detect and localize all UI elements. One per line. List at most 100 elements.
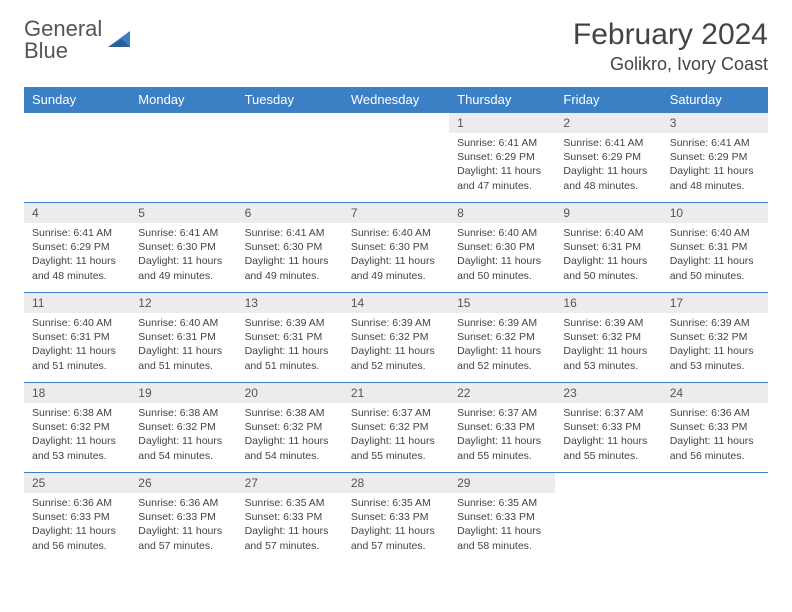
- day-number: 5: [130, 203, 236, 223]
- day-number: 1: [449, 113, 555, 133]
- calendar-cell: [130, 113, 236, 203]
- day-content: Sunrise: 6:35 AMSunset: 6:33 PMDaylight:…: [343, 493, 449, 559]
- day-number: 13: [237, 293, 343, 313]
- day-content: Sunrise: 6:37 AMSunset: 6:33 PMDaylight:…: [449, 403, 555, 469]
- day-content: Sunrise: 6:40 AMSunset: 6:31 PMDaylight:…: [555, 223, 661, 289]
- day-number: 28: [343, 473, 449, 493]
- calendar-cell: 17Sunrise: 6:39 AMSunset: 6:32 PMDayligh…: [662, 293, 768, 383]
- calendar-cell: 16Sunrise: 6:39 AMSunset: 6:32 PMDayligh…: [555, 293, 661, 383]
- day-number: 4: [24, 203, 130, 223]
- day-number: 11: [24, 293, 130, 313]
- calendar-cell: 15Sunrise: 6:39 AMSunset: 6:32 PMDayligh…: [449, 293, 555, 383]
- calendar-row: 18Sunrise: 6:38 AMSunset: 6:32 PMDayligh…: [24, 383, 768, 473]
- calendar-cell: 20Sunrise: 6:38 AMSunset: 6:32 PMDayligh…: [237, 383, 343, 473]
- logo-line2: Blue: [24, 40, 102, 62]
- calendar-cell: [555, 473, 661, 563]
- day-content: Sunrise: 6:38 AMSunset: 6:32 PMDaylight:…: [237, 403, 343, 469]
- calendar-cell: 9Sunrise: 6:40 AMSunset: 6:31 PMDaylight…: [555, 203, 661, 293]
- calendar-cell: 14Sunrise: 6:39 AMSunset: 6:32 PMDayligh…: [343, 293, 449, 383]
- day-header: Thursday: [449, 87, 555, 113]
- day-number: 24: [662, 383, 768, 403]
- calendar-row: 1Sunrise: 6:41 AMSunset: 6:29 PMDaylight…: [24, 113, 768, 203]
- day-number: 21: [343, 383, 449, 403]
- calendar-row: 4Sunrise: 6:41 AMSunset: 6:29 PMDaylight…: [24, 203, 768, 293]
- calendar-head: SundayMondayTuesdayWednesdayThursdayFrid…: [24, 87, 768, 113]
- day-content: Sunrise: 6:36 AMSunset: 6:33 PMDaylight:…: [130, 493, 236, 559]
- page-header: General Blue February 2024 Golikro, Ivor…: [24, 18, 768, 75]
- calendar-cell: 11Sunrise: 6:40 AMSunset: 6:31 PMDayligh…: [24, 293, 130, 383]
- header-right: February 2024 Golikro, Ivory Coast: [573, 18, 768, 75]
- day-content: Sunrise: 6:39 AMSunset: 6:32 PMDaylight:…: [662, 313, 768, 379]
- day-content: Sunrise: 6:40 AMSunset: 6:31 PMDaylight:…: [662, 223, 768, 289]
- day-number: 14: [343, 293, 449, 313]
- calendar-cell: 10Sunrise: 6:40 AMSunset: 6:31 PMDayligh…: [662, 203, 768, 293]
- calendar-cell: [343, 113, 449, 203]
- calendar-cell: 25Sunrise: 6:36 AMSunset: 6:33 PMDayligh…: [24, 473, 130, 563]
- day-number: 23: [555, 383, 661, 403]
- calendar-cell: 19Sunrise: 6:38 AMSunset: 6:32 PMDayligh…: [130, 383, 236, 473]
- day-header: Friday: [555, 87, 661, 113]
- calendar-row: 11Sunrise: 6:40 AMSunset: 6:31 PMDayligh…: [24, 293, 768, 383]
- calendar-cell: [237, 113, 343, 203]
- calendar-cell: [24, 113, 130, 203]
- day-content: Sunrise: 6:38 AMSunset: 6:32 PMDaylight:…: [24, 403, 130, 469]
- day-number: 19: [130, 383, 236, 403]
- day-content: Sunrise: 6:41 AMSunset: 6:29 PMDaylight:…: [662, 133, 768, 199]
- day-number: 27: [237, 473, 343, 493]
- day-number: 9: [555, 203, 661, 223]
- day-content: Sunrise: 6:39 AMSunset: 6:32 PMDaylight:…: [555, 313, 661, 379]
- calendar-cell: [662, 473, 768, 563]
- day-content: Sunrise: 6:35 AMSunset: 6:33 PMDaylight:…: [237, 493, 343, 559]
- calendar-cell: 5Sunrise: 6:41 AMSunset: 6:30 PMDaylight…: [130, 203, 236, 293]
- day-number: 25: [24, 473, 130, 493]
- calendar-cell: 23Sunrise: 6:37 AMSunset: 6:33 PMDayligh…: [555, 383, 661, 473]
- calendar-cell: 7Sunrise: 6:40 AMSunset: 6:30 PMDaylight…: [343, 203, 449, 293]
- day-number: 22: [449, 383, 555, 403]
- day-content: Sunrise: 6:40 AMSunset: 6:31 PMDaylight:…: [130, 313, 236, 379]
- day-content: Sunrise: 6:36 AMSunset: 6:33 PMDaylight:…: [24, 493, 130, 559]
- calendar-body: 1Sunrise: 6:41 AMSunset: 6:29 PMDaylight…: [24, 113, 768, 563]
- day-content: Sunrise: 6:41 AMSunset: 6:30 PMDaylight:…: [237, 223, 343, 289]
- day-content: Sunrise: 6:38 AMSunset: 6:32 PMDaylight:…: [130, 403, 236, 469]
- day-header: Monday: [130, 87, 236, 113]
- day-content: Sunrise: 6:40 AMSunset: 6:30 PMDaylight:…: [449, 223, 555, 289]
- calendar-cell: 6Sunrise: 6:41 AMSunset: 6:30 PMDaylight…: [237, 203, 343, 293]
- day-number: 2: [555, 113, 661, 133]
- calendar-cell: 24Sunrise: 6:36 AMSunset: 6:33 PMDayligh…: [662, 383, 768, 473]
- month-title: February 2024: [573, 18, 768, 52]
- day-number: 10: [662, 203, 768, 223]
- day-content: Sunrise: 6:40 AMSunset: 6:30 PMDaylight:…: [343, 223, 449, 289]
- day-header: Sunday: [24, 87, 130, 113]
- day-content: Sunrise: 6:39 AMSunset: 6:32 PMDaylight:…: [449, 313, 555, 379]
- day-number: 7: [343, 203, 449, 223]
- calendar-cell: 12Sunrise: 6:40 AMSunset: 6:31 PMDayligh…: [130, 293, 236, 383]
- calendar-cell: 29Sunrise: 6:35 AMSunset: 6:33 PMDayligh…: [449, 473, 555, 563]
- day-content: Sunrise: 6:40 AMSunset: 6:31 PMDaylight:…: [24, 313, 130, 379]
- day-content: Sunrise: 6:39 AMSunset: 6:31 PMDaylight:…: [237, 313, 343, 379]
- day-header: Wednesday: [343, 87, 449, 113]
- day-number: 17: [662, 293, 768, 313]
- calendar-row: 25Sunrise: 6:36 AMSunset: 6:33 PMDayligh…: [24, 473, 768, 563]
- logo-triangle-icon: [106, 27, 132, 53]
- day-content: Sunrise: 6:35 AMSunset: 6:33 PMDaylight:…: [449, 493, 555, 559]
- day-number: 26: [130, 473, 236, 493]
- day-content: Sunrise: 6:36 AMSunset: 6:33 PMDaylight:…: [662, 403, 768, 469]
- logo: General Blue: [24, 18, 132, 62]
- day-number: 20: [237, 383, 343, 403]
- calendar-cell: 26Sunrise: 6:36 AMSunset: 6:33 PMDayligh…: [130, 473, 236, 563]
- calendar-cell: 21Sunrise: 6:37 AMSunset: 6:32 PMDayligh…: [343, 383, 449, 473]
- calendar-cell: 18Sunrise: 6:38 AMSunset: 6:32 PMDayligh…: [24, 383, 130, 473]
- day-content: Sunrise: 6:41 AMSunset: 6:29 PMDaylight:…: [24, 223, 130, 289]
- day-content: Sunrise: 6:37 AMSunset: 6:32 PMDaylight:…: [343, 403, 449, 469]
- calendar-cell: 4Sunrise: 6:41 AMSunset: 6:29 PMDaylight…: [24, 203, 130, 293]
- calendar-cell: 3Sunrise: 6:41 AMSunset: 6:29 PMDaylight…: [662, 113, 768, 203]
- day-number: 15: [449, 293, 555, 313]
- calendar-cell: 27Sunrise: 6:35 AMSunset: 6:33 PMDayligh…: [237, 473, 343, 563]
- day-number: 29: [449, 473, 555, 493]
- day-content: Sunrise: 6:41 AMSunset: 6:30 PMDaylight:…: [130, 223, 236, 289]
- day-number: 6: [237, 203, 343, 223]
- location: Golikro, Ivory Coast: [573, 54, 768, 75]
- day-content: Sunrise: 6:41 AMSunset: 6:29 PMDaylight:…: [555, 133, 661, 199]
- calendar-table: SundayMondayTuesdayWednesdayThursdayFrid…: [24, 87, 768, 563]
- day-header: Saturday: [662, 87, 768, 113]
